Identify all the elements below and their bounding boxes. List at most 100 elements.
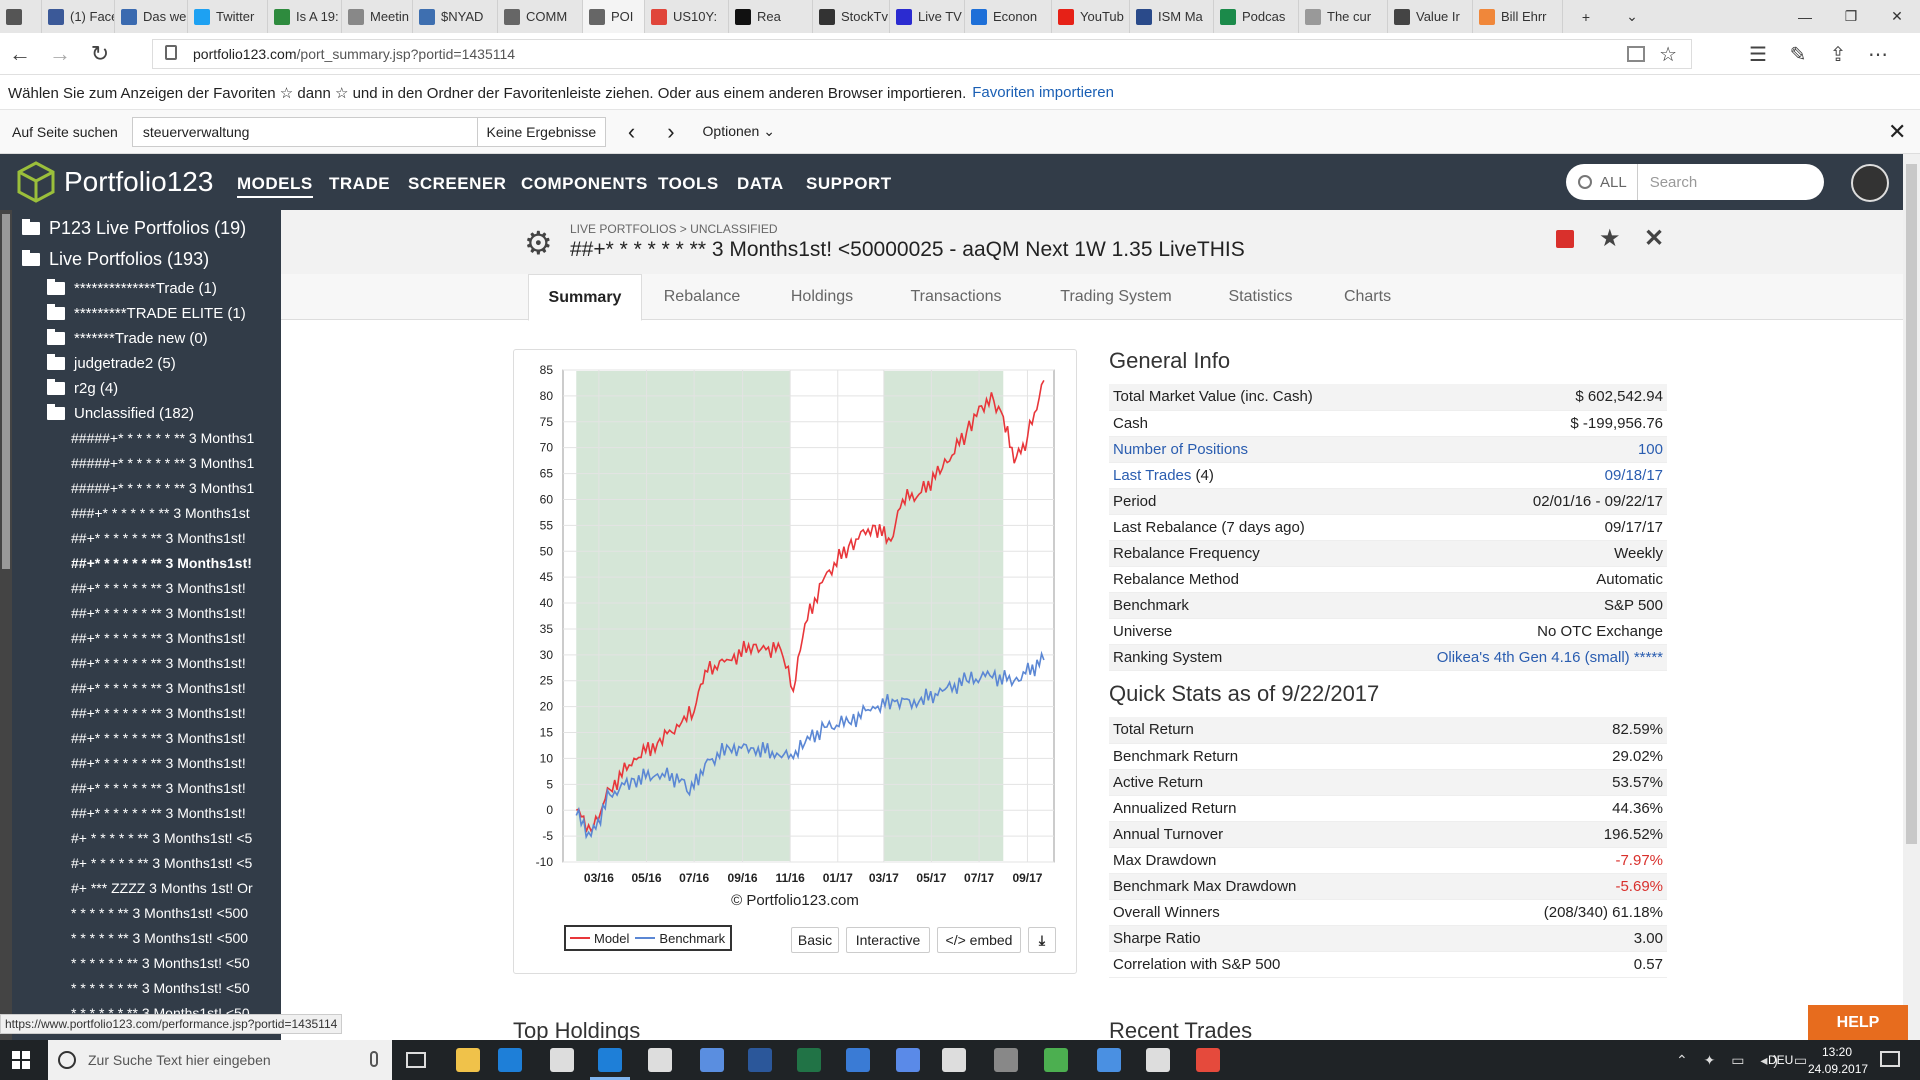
tab-statistics[interactable]: Statistics [1228, 288, 1293, 305]
browser-tab[interactable]: The cur [1299, 0, 1388, 33]
chart-legend[interactable]: Model Benchmark [564, 925, 732, 951]
find-prev-icon[interactable]: ‹ [627, 118, 636, 144]
site-search[interactable]: ALL Search [1566, 164, 1824, 200]
sidebar-folder[interactable]: r2g (4) [47, 379, 118, 397]
notifications-icon[interactable] [1880, 1051, 1900, 1067]
sidebar-portfolio-item[interactable]: #####+* * * * * * ** 3 Months1 [71, 455, 255, 471]
gear-icon[interactable]: ⚙ [524, 225, 553, 261]
tab-holdings[interactable]: Holdings [790, 288, 854, 305]
sidebar-folder[interactable]: **************Trade (1) [47, 279, 217, 297]
embed-chart-button[interactable]: </> embed [937, 927, 1021, 953]
sidebar-portfolio-item[interactable]: ##+* * * * * * ** 3 Months1st! [71, 530, 246, 546]
stat-value[interactable]: 100 [1371, 436, 1667, 463]
nav-tools[interactable]: TOOLS [658, 174, 719, 193]
store-icon[interactable] [550, 1048, 574, 1072]
sidebar-folder[interactable]: *******Trade new (0) [47, 329, 208, 347]
browser-tab[interactable] [0, 0, 42, 33]
stat-value[interactable]: Olikea's 4th Gen 4.16 (small) ***** [1371, 644, 1667, 671]
browser-tab[interactable]: US10Y: [645, 0, 729, 33]
sidebar-portfolio-item[interactable]: * * * * * * ** 3 Months1st! <50 [71, 955, 250, 971]
clock-date[interactable]: 24.09.2017 [1808, 1062, 1869, 1076]
search-scope[interactable]: ALL [1600, 173, 1627, 191]
browser-tab[interactable]: Rea [729, 0, 813, 33]
word-icon[interactable] [748, 1048, 772, 1072]
sidebar-folder[interactable]: Unclassified (182) [47, 404, 194, 422]
basic-chart-button[interactable]: Basic [791, 927, 839, 953]
tab-summary[interactable]: Summary [528, 274, 642, 321]
sidebar-portfolio-item[interactable]: ##+* * * * * * ** 3 Months1st! [71, 655, 246, 671]
back-icon[interactable]: ← [9, 41, 31, 66]
breadcrumb[interactable]: LIVE PORTFOLIOS > UNCLASSIFIED [570, 222, 778, 236]
new-tab-icon[interactable]: + [1581, 8, 1591, 25]
web-note-icon[interactable]: ✎ [1789, 43, 1807, 66]
refresh-icon[interactable]: ↻ [90, 41, 110, 66]
portfolio123-logo[interactable]: Portfolio123 [14, 160, 213, 204]
interactive-chart-button[interactable]: Interactive [846, 927, 930, 953]
sidebar-portfolio-item[interactable]: #+ *** ZZZZ 3 Months 1st! Or [71, 880, 253, 896]
sidebar-portfolio-item[interactable]: * * * * * * ** 3 Months1st! <50 [71, 980, 250, 996]
nav-screener[interactable]: SCREENER [408, 174, 507, 193]
close-find-icon[interactable]: ✕ [1888, 118, 1907, 144]
search-input[interactable]: Search [1649, 173, 1698, 191]
microphone-icon[interactable] [370, 1051, 378, 1067]
excel-icon[interactable] [797, 1048, 821, 1072]
clock-time[interactable]: 13:20 [1822, 1045, 1853, 1059]
close-icon[interactable]: ✕ [1644, 225, 1665, 252]
lock-icon[interactable] [1556, 230, 1574, 248]
sidebar-folder[interactable]: *********TRADE ELITE (1) [47, 304, 246, 322]
stat-value[interactable]: 09/18/17 [1371, 462, 1667, 489]
browser-tab[interactable]: Bill Ehrr [1473, 0, 1563, 33]
browser-tab[interactable]: Econon [965, 0, 1052, 33]
mail-icon[interactable] [1146, 1048, 1170, 1072]
sidebar-group[interactable]: P123 Live Portfolios (19) [22, 218, 246, 239]
browser-tab[interactable]: Meetin [342, 0, 413, 33]
share-icon[interactable]: ⇪ [1829, 43, 1847, 66]
sidebar-portfolio-item[interactable]: ##+* * * * * * ** 3 Months1st! [71, 555, 252, 571]
tab-transactions[interactable]: Transactions [910, 288, 1002, 305]
tab-list-icon[interactable]: ⌄ [1626, 8, 1638, 24]
browser-tab[interactable]: YouTub [1052, 0, 1130, 33]
sidebar-portfolio-item[interactable]: #+ * * * * * ** 3 Months1st! <5 [71, 830, 253, 846]
chrome-icon[interactable] [942, 1048, 966, 1072]
nav-models[interactable]: MODELS [237, 174, 313, 198]
find-next-icon[interactable]: › [667, 118, 675, 144]
store-icon[interactable] [648, 1048, 672, 1072]
more-icon[interactable]: ⋯ [1868, 43, 1888, 66]
star-icon[interactable]: ★ [1599, 225, 1621, 252]
tab-rebalance[interactable]: Rebalance [663, 288, 741, 305]
browser-tab[interactable]: Twitter [188, 0, 268, 33]
sidebar-portfolio-item[interactable]: ###+* * * * * * ** 3 Months1st [71, 505, 250, 521]
browser-tab[interactable]: Podcas [1214, 0, 1299, 33]
power-icon[interactable] [1196, 1048, 1220, 1072]
sidebar-portfolio-item[interactable]: ##+* * * * * * ** 3 Months1st! [71, 780, 246, 796]
favorite-star-icon[interactable]: ☆ [1659, 44, 1677, 66]
url-input[interactable]: portfolio123.com /port_summary.jsp?porti… [152, 39, 1692, 69]
tab-trading-system[interactable]: Trading System [1060, 288, 1172, 305]
outlook-icon[interactable] [846, 1048, 870, 1072]
firefox-icon[interactable] [700, 1048, 724, 1072]
browser-tab[interactable]: Das we [115, 0, 188, 33]
sidebar-portfolio-item[interactable]: ##+* * * * * * ** 3 Months1st! [71, 680, 246, 696]
tray-icons[interactable]: ⌃ ✦ ▭ ◂) ▭ [1676, 1052, 1814, 1068]
sidebar-portfolio-item[interactable]: #####+* * * * * * ** 3 Months1 [71, 430, 255, 446]
window-close-icon[interactable]: ✕ [1891, 8, 1903, 24]
sidebar-portfolio-item[interactable]: ##+* * * * * * ** 3 Months1st! [71, 755, 246, 771]
browser-tab[interactable]: Value Ir [1388, 0, 1473, 33]
restore-icon[interactable]: ❐ [1844, 8, 1858, 24]
browser-tab[interactable]: POI [583, 0, 645, 33]
language-indicator[interactable]: DEU [1768, 1053, 1794, 1067]
file-explorer-icon[interactable] [456, 1048, 480, 1072]
browser-tab[interactable]: StockTv [813, 0, 890, 33]
nav-support[interactable]: SUPPORT [806, 174, 892, 193]
find-options[interactable]: Optionen ⌄ [702, 123, 775, 139]
steam-icon[interactable] [994, 1048, 1018, 1072]
network-icon[interactable] [1044, 1048, 1068, 1072]
page-scrollbar[interactable] [1903, 154, 1920, 1040]
sidebar-portfolio-item[interactable]: ##+* * * * * * ** 3 Months1st! [71, 605, 246, 621]
download-icon[interactable]: ⤓ [1028, 927, 1056, 953]
sidebar-portfolio-item[interactable]: ##+* * * * * * ** 3 Months1st! [71, 630, 246, 646]
sidebar-folder[interactable]: judgetrade2 (5) [47, 354, 176, 372]
stat-label[interactable]: Number of Positions [1109, 436, 1372, 463]
help-button[interactable]: HELP [1808, 1005, 1908, 1041]
import-favorites-link[interactable]: Favoriten importieren [972, 84, 1114, 101]
